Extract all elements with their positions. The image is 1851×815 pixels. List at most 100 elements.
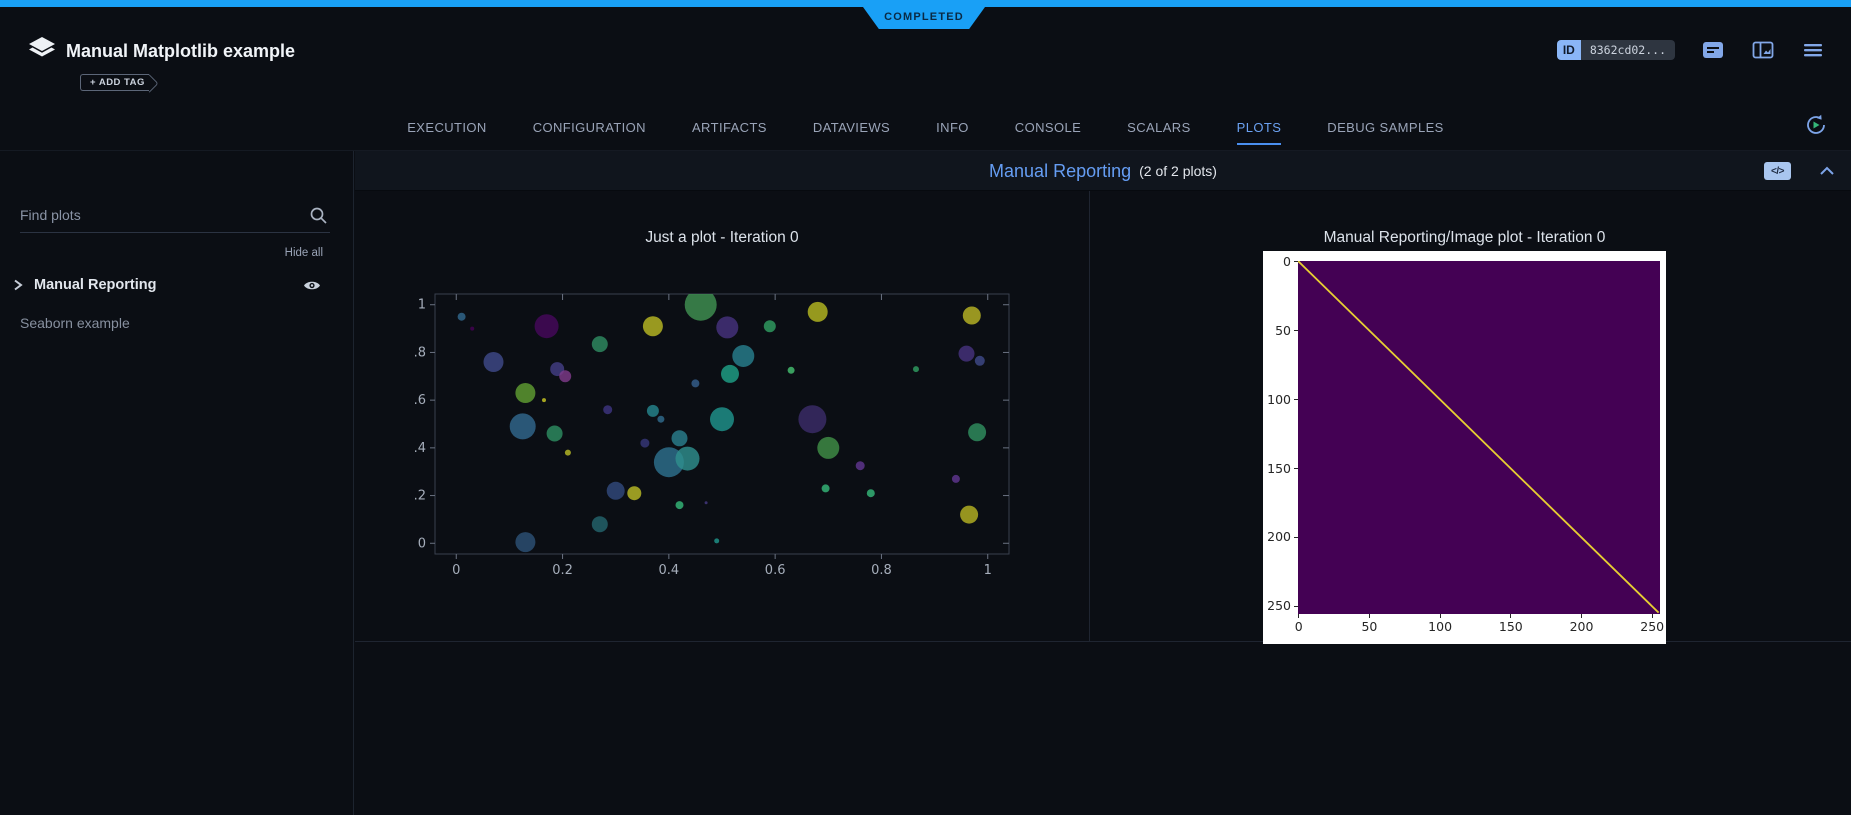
scatter-point [787, 366, 795, 374]
menu-icon[interactable] [1801, 38, 1825, 62]
image-y-tick [1294, 605, 1298, 607]
image-y-tick [1294, 536, 1298, 538]
image-x-tick-label: 0 [1294, 619, 1303, 634]
axis-ticks [430, 294, 1009, 559]
add-tag-button[interactable]: + ADD TAG [80, 74, 149, 91]
image-y-tick [1294, 261, 1298, 263]
image-x-tick [1651, 614, 1653, 618]
scatter-point [684, 294, 717, 321]
svg-text:1: 1 [418, 298, 426, 313]
scatter-point [866, 489, 875, 498]
image-y-tick-label: 150 [1267, 460, 1291, 476]
tab-scalars[interactable]: SCALARS [1127, 120, 1191, 135]
tab-console[interactable]: CONSOLE [1014, 120, 1082, 135]
scatter-points [457, 294, 987, 553]
image-y-tick-label: 50 [1275, 322, 1291, 338]
svg-text:0.8: 0.8 [413, 345, 426, 360]
group-label: Manual Reporting [34, 277, 157, 293]
hide-all-link[interactable]: Hide all [284, 247, 323, 259]
scatter-point [951, 474, 960, 483]
svg-text:0: 0 [418, 536, 426, 551]
embed-code-icon[interactable]: </> [1764, 162, 1791, 180]
tab-execution[interactable]: EXECUTION [407, 120, 487, 135]
section-header: Manual Reporting (2 of 2 plots) </> [355, 151, 1851, 191]
scatter-point [534, 314, 559, 339]
task-card-icon[interactable] [1701, 38, 1725, 62]
scatter-point [640, 438, 650, 448]
tab-plots[interactable]: PLOTS [1236, 120, 1282, 145]
scatter-point [821, 484, 830, 493]
scatter-point [606, 481, 625, 500]
tab-bar: EXECUTION CONFIGURATION ARTIFACTS DATAVI… [0, 116, 1851, 150]
scatter-point [646, 404, 659, 417]
split-panel-icon[interactable] [1751, 38, 1775, 62]
search-input[interactable] [20, 201, 302, 232]
image-plot-canvas [1297, 260, 1660, 614]
scatter-point [591, 336, 608, 353]
sidebar-item-seaborn-example[interactable]: Seaborn example [20, 315, 130, 331]
status-accent-bar [0, 0, 1851, 7]
chevron-right-icon[interactable] [12, 278, 24, 292]
scatter-point [962, 306, 981, 325]
image-y-tick-label: 0 [1283, 253, 1291, 269]
scatter-point [675, 501, 684, 510]
image-x-tick-label: 200 [1569, 619, 1594, 634]
scatter-point [603, 405, 613, 415]
svg-text:0.2: 0.2 [552, 563, 573, 578]
scatter-point [798, 405, 827, 434]
task-id-badge[interactable]: ID 8362cd02... [1556, 40, 1675, 60]
collapse-section-icon[interactable] [1819, 166, 1835, 176]
id-label: ID [1556, 40, 1581, 60]
scatter-point [542, 398, 546, 403]
section-plot-count: (2 of 2 plots) [1139, 163, 1217, 179]
image-plot-panel: Manual Reporting/Image plot - Iteration … [1090, 191, 1851, 644]
scatter-point [968, 423, 987, 442]
scatter-point [564, 449, 571, 456]
plot-panel-divider [1089, 191, 1090, 641]
tab-configuration[interactable]: CONFIGURATION [532, 120, 646, 135]
scatter-point [913, 366, 919, 373]
image-x-tick [1368, 614, 1370, 618]
sidebar-group-manual-reporting[interactable]: Manual Reporting [12, 269, 341, 301]
scatter-point [721, 364, 739, 383]
scatter-point [509, 413, 536, 440]
app-logo-icon [26, 34, 58, 71]
eye-icon[interactable] [303, 279, 321, 292]
scatter-point [457, 312, 466, 321]
svg-text:0.4: 0.4 [659, 563, 680, 578]
image-plot-figure[interactable]: 0 50 100 150 200 250 0 50 100 150 200 250 [1263, 251, 1666, 644]
scatter-point [627, 486, 642, 501]
scatter-point [515, 383, 536, 403]
scatter-plot-panel: Just a plot - Iteration 0 0 0.2 0.4 0.6 0.8 1… [355, 191, 1089, 641]
tab-dataviews[interactable]: DATAVIEWS [812, 120, 891, 135]
image-x-tick [1298, 614, 1300, 618]
search-icon [310, 207, 327, 224]
scatter-point [958, 345, 975, 362]
tab-debug-samples[interactable]: DEBUG SAMPLES [1327, 120, 1444, 135]
scatter-point [591, 516, 608, 533]
scatter-point [559, 370, 572, 383]
scatter-point [974, 355, 985, 366]
scatter-plot-canvas[interactable]: 0 0.2 0.4 0.6 0.8 1 0 0.2 0.4 0.6 0.8 1 [413, 286, 1013, 586]
image-x-tick-label: 50 [1361, 619, 1378, 634]
content-area: Hide all Manual Reporting Seaborn exampl… [0, 150, 1851, 815]
axis-tick-labels: 0 0.2 0.4 0.6 0.8 1 0 0.2 0.4 0.6 0.8 1 [413, 298, 992, 578]
image-x-tick [1581, 614, 1583, 618]
svg-text:0.8: 0.8 [871, 563, 892, 578]
image-x-tick-label: 150 [1498, 619, 1523, 634]
header-actions: ID 8362cd02... [1556, 38, 1825, 62]
scatter-point [710, 407, 734, 432]
plots-sidebar: Hide all Manual Reporting Seaborn exampl… [0, 151, 354, 815]
auto-refresh-icon[interactable] [1803, 112, 1829, 138]
tab-artifacts[interactable]: ARTIFACTS [691, 120, 767, 135]
scatter-point [546, 425, 563, 442]
image-y-tick [1294, 399, 1298, 401]
diagonal-line [1297, 260, 1660, 614]
svg-text:0.2: 0.2 [413, 489, 426, 504]
image-y-tick-label: 100 [1267, 391, 1291, 407]
scatter-point [716, 316, 739, 339]
plots-row: Just a plot - Iteration 0 0 0.2 0.4 0.6 0.8 1… [355, 191, 1851, 644]
tab-info[interactable]: INFO [936, 120, 969, 135]
id-value: 8362cd02... [1580, 40, 1675, 60]
